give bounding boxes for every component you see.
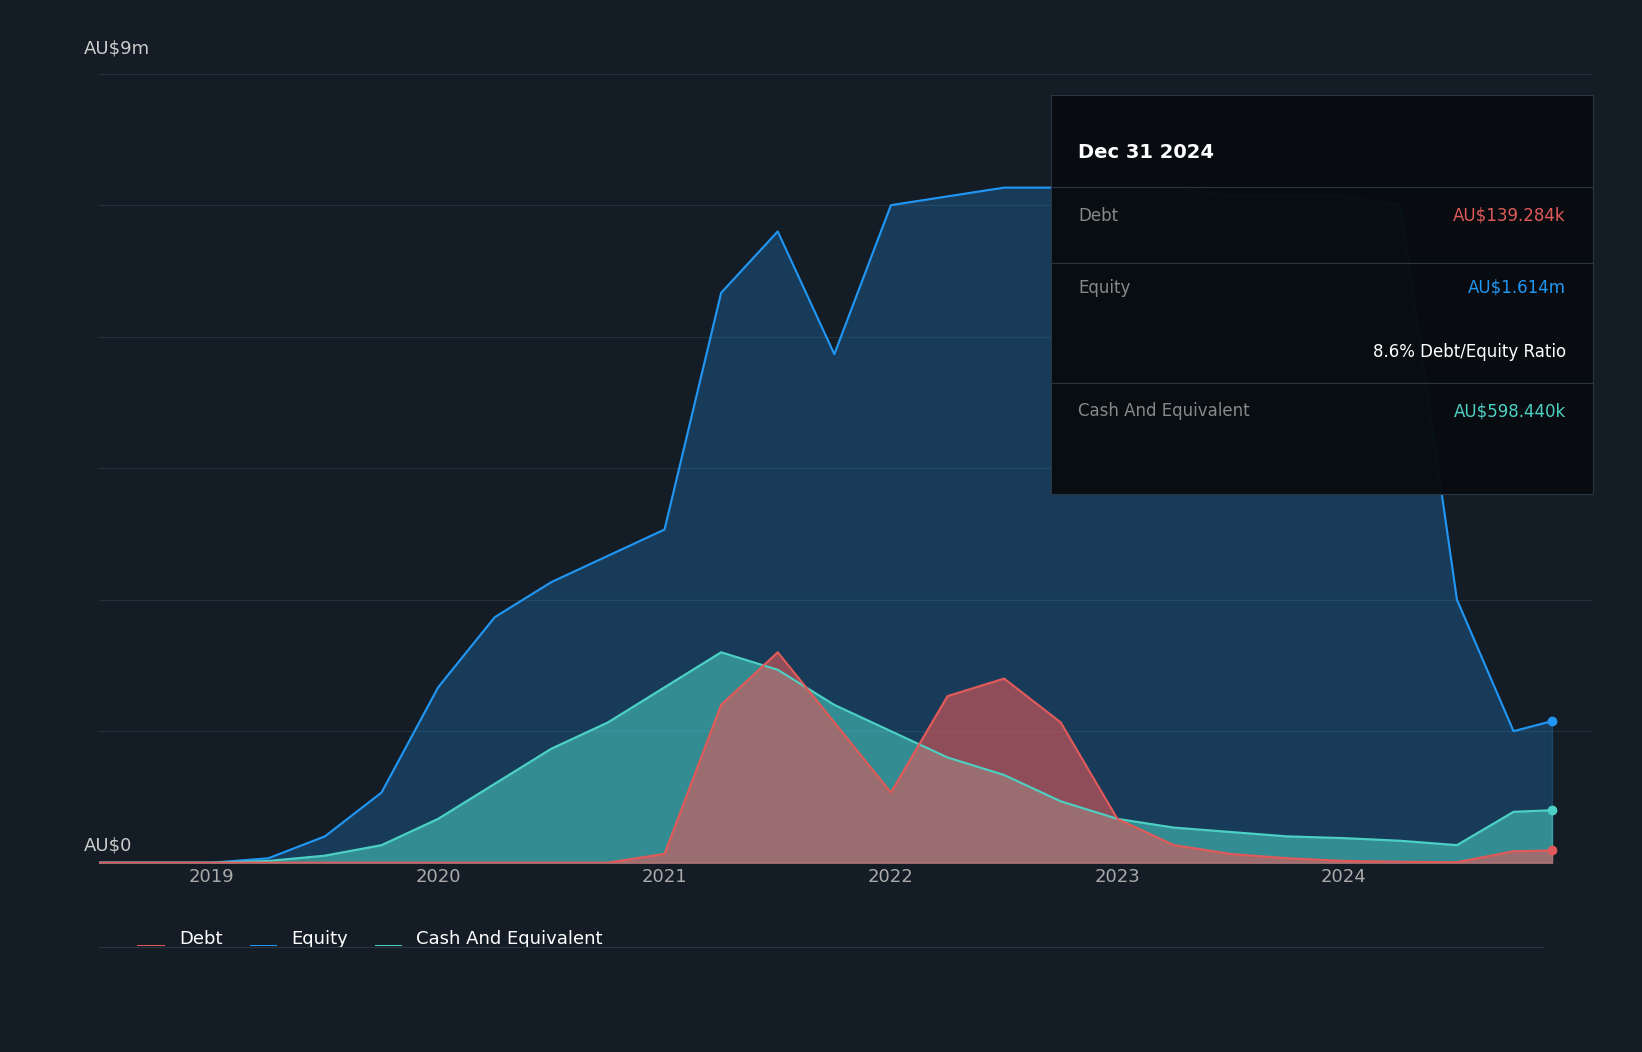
Text: AU$139.284k: AU$139.284k [1453,206,1566,225]
Text: AU$1.614m: AU$1.614m [1468,279,1566,297]
Text: AU$598.440k: AU$598.440k [1453,403,1566,421]
Text: Cash And Equivalent: Cash And Equivalent [1079,403,1250,421]
Text: AU$0: AU$0 [84,836,131,854]
Text: Equity: Equity [1079,279,1130,297]
Text: Debt: Debt [1079,206,1118,225]
Text: AU$9m: AU$9m [84,40,149,58]
Text: Dec 31 2024: Dec 31 2024 [1079,143,1213,162]
Legend: Debt, Equity, Cash And Equivalent: Debt, Equity, Cash And Equivalent [138,930,603,948]
Text: 8.6% Debt/Equity Ratio: 8.6% Debt/Equity Ratio [1373,343,1566,361]
